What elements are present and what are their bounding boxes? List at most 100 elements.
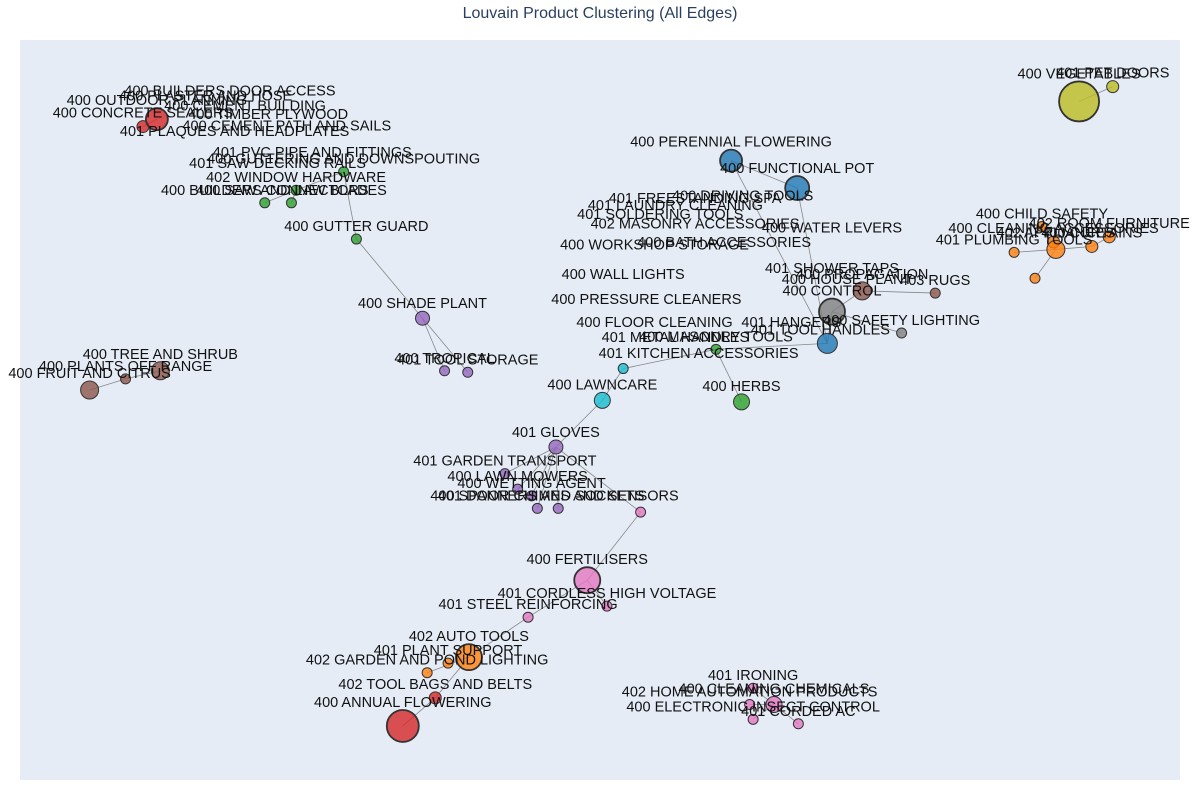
node-bigblue[interactable] (816, 332, 838, 354)
node-shadeplant[interactable] (415, 310, 431, 326)
node-label: 400 ELECTRONIC INSECT CONTROL (626, 699, 880, 715)
edge (422, 318, 445, 371)
node-tropical[interactable] (439, 365, 451, 377)
edge (586, 511, 641, 581)
cluster-label: 401 LAUNDRY CLEANING (588, 198, 763, 214)
edge (343, 171, 357, 240)
node-buildersconn[interactable] (259, 197, 271, 209)
node-label: 400 OUTDOOR PLANNING (67, 93, 248, 109)
node-label: 402 WINDOW HARDWARE (206, 170, 386, 186)
node-layer (80, 80, 1120, 743)
node-guttering[interactable] (338, 166, 350, 178)
node-label: 400 ANNUAL FLOWERING (314, 695, 492, 711)
node-gloves[interactable] (548, 439, 564, 455)
node-cordless[interactable] (601, 600, 613, 612)
cluster-label: 400 PRESSURE CLEANERS (551, 292, 741, 308)
node-toolbags[interactable] (428, 691, 442, 705)
node-homeauto[interactable] (744, 699, 756, 711)
node-sawblades[interactable] (285, 197, 297, 209)
node-lawncare[interactable] (593, 391, 611, 409)
node-insect[interactable] (747, 713, 759, 725)
node-annualflow[interactable] (385, 709, 420, 743)
node-rugs[interactable] (929, 287, 941, 299)
node-plumbtools[interactable] (1008, 246, 1020, 258)
node-label: 400 CURTAINS (1041, 225, 1142, 241)
node-autotools[interactable] (455, 643, 483, 672)
node-label: 400 PERENNIAL FLOWERING (630, 135, 832, 151)
node-lawncare2[interactable] (617, 363, 629, 375)
node-outdoorplan[interactable] (144, 107, 169, 132)
edge (555, 446, 641, 513)
node-label: 401 GARDEN TRANSPORT (413, 454, 596, 470)
node-label: 402 GARDEN AND POND LIGHTING (306, 653, 549, 669)
node-label: 401 TOOL STORAGE (397, 352, 539, 368)
edge (295, 171, 344, 191)
edge (555, 400, 603, 448)
node-label: 400 CHILD SAFETY (976, 206, 1108, 222)
node-doorchimes2[interactable] (635, 506, 647, 518)
edge (504, 446, 557, 474)
node-label: 402 APPLIANCES (997, 225, 1116, 241)
cluster-label: 401 SAW DECKING RAILS (189, 156, 366, 172)
node-fruitcitrus[interactable] (80, 380, 100, 400)
node-label: 400 FERTILISERS (527, 552, 648, 568)
node-label: 400 SHADE PLANT (358, 296, 487, 312)
node-label: 400 PLANTS OFF RANGE (39, 359, 213, 375)
cluster-label: 400 PLASTER AND HOSE (119, 89, 293, 105)
node-label: 400 LAWNCARE (547, 377, 657, 393)
cluster-label: 401 HANGERS (741, 315, 841, 331)
node-gardenpond[interactable] (421, 667, 433, 679)
node-doorchimes[interactable] (552, 502, 564, 514)
node-masonry[interactable] (710, 343, 722, 355)
node-plantsupport[interactable] (442, 657, 454, 669)
node-gutterguard[interactable] (350, 233, 362, 245)
node-label: 400 SAFETY LIGHTING (823, 313, 980, 329)
node-label: 402 HOME AUTOMATION PRODUCTS (622, 685, 878, 701)
node-wetting[interactable] (526, 490, 538, 502)
node-curtains[interactable] (1085, 239, 1099, 253)
node-label: 400 PROPAGATION (796, 267, 928, 283)
node-label: 400 FRUIT AND CITRUS (8, 366, 171, 382)
plot-background (20, 40, 1180, 780)
node-lawnmowers[interactable] (512, 483, 524, 495)
node-ironing[interactable] (747, 682, 759, 694)
node-roomfurn[interactable] (1102, 230, 1116, 244)
cluster-label: 400 DRIVING TOOLS (672, 189, 813, 205)
node-functional[interactable] (784, 175, 811, 201)
node-window[interactable] (290, 184, 302, 196)
node-propagation[interactable] (852, 281, 872, 301)
node-cleaningchem[interactable] (765, 696, 783, 714)
node-label: 400 BUILDERS CONNECTORS (161, 183, 369, 199)
node-plantsoff[interactable] (120, 373, 132, 385)
node-petdoors[interactable] (1106, 80, 1120, 94)
node-control[interactable] (818, 297, 846, 326)
node-herbs[interactable] (733, 393, 751, 411)
node-plumbtools2[interactable] (1029, 272, 1041, 284)
chart-title: Louvain Product Clustering (All Edges) (462, 5, 738, 22)
node-label: 400 CONCRETE SEALERS (53, 106, 234, 122)
node-label: 401 STEEL REINFORCING (439, 597, 618, 613)
node-cordedac[interactable] (792, 718, 804, 730)
node-steelreinf[interactable] (522, 611, 534, 623)
node-spanners[interactable] (531, 502, 543, 514)
node-treeshrub[interactable] (150, 361, 170, 381)
edge (517, 446, 557, 490)
node-label: 400 SAW AND LAW BLADES (196, 183, 387, 199)
node-veg[interactable] (1058, 80, 1100, 123)
node-safetylight[interactable] (896, 327, 908, 339)
node-label: 400 MASONRY TOOLS (639, 329, 793, 345)
node-label: 401 DOOR CHIMES AND SENSORS (438, 488, 679, 504)
node-childsafety[interactable] (1036, 220, 1048, 232)
node-label: 401 PET DOORS (1056, 66, 1169, 82)
node-gardentrans[interactable] (499, 468, 511, 480)
node-appliances[interactable] (1046, 239, 1066, 259)
node-fertilisers[interactable] (573, 566, 602, 595)
edge (264, 189, 297, 204)
node-label: 400 SPANNERS AND SOCKETS (430, 488, 644, 504)
node-toolstorage[interactable] (462, 366, 474, 378)
edge (536, 446, 557, 509)
node-perennial[interactable] (719, 148, 743, 173)
cluster-label: 401 FREESTANDING SPA (609, 191, 782, 207)
